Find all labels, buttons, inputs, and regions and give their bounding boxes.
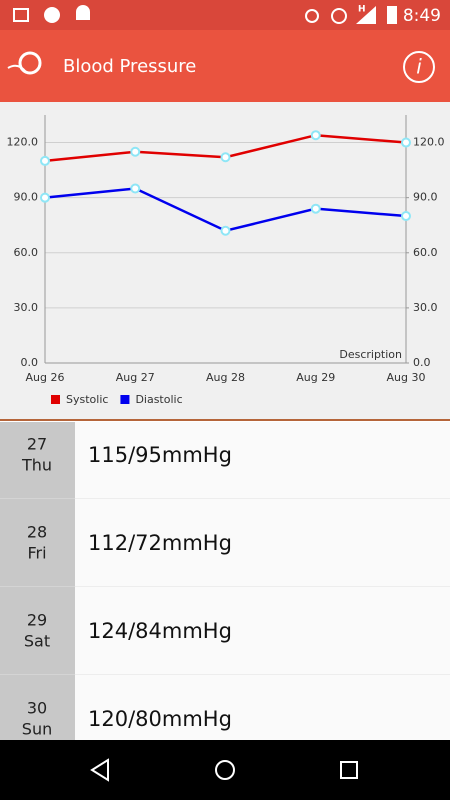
day-number: 30 [27, 699, 47, 718]
day-number: 29 [27, 611, 47, 630]
separator [0, 419, 450, 421]
y2-tick-label: 0.0 [413, 356, 431, 369]
day-cell [0, 675, 75, 740]
y2-tick-label: 90.0 [413, 191, 438, 204]
y2-tick-label: 120.0 [413, 136, 445, 149]
clock: 8:49 [403, 6, 441, 26]
status-bar [0, 0, 450, 30]
chart: 0.0 30.0 60.0 90.0 120.0 0.0 30.0 60.0 90.0 120.0… [7, 115, 445, 406]
recents-button[interactable] [340, 761, 358, 779]
home-button[interactable] [215, 760, 235, 780]
data-point [130, 183, 141, 194]
reading-cell[interactable] [75, 499, 450, 587]
data-point [310, 203, 321, 214]
app-icon[interactable] [7, 51, 42, 75]
legend-label: Diastolic [135, 393, 182, 406]
x-tick-label: Aug 27 [116, 371, 155, 384]
y-tick-label: 30.0 [14, 301, 39, 314]
legend-swatch [120, 395, 130, 404]
day-cell [0, 422, 75, 499]
legend-swatch [51, 395, 60, 404]
alarm-icon [331, 8, 347, 24]
x-tick-label: Aug 26 [26, 371, 65, 384]
data-point [310, 130, 321, 141]
weekday: Sat [24, 632, 50, 651]
battery-icon [387, 6, 397, 24]
reading: 115/95mmHg [88, 443, 232, 467]
weekday: Sun [22, 720, 52, 739]
data-point [220, 225, 231, 236]
day-cell [0, 499, 75, 587]
y-tick-label: 60.0 [14, 246, 39, 259]
reading-cell[interactable] [75, 587, 450, 675]
legend-label: Systolic [66, 393, 108, 406]
history-list: 27 Thu 115/95mmHg 28 Fri 112/72mmHg 29 Sat 124/8… [0, 411, 450, 763]
data-point [401, 137, 411, 148]
data-point [220, 152, 231, 163]
y-tick-label: 90.0 [14, 191, 39, 204]
reading-cell[interactable] [75, 675, 450, 763]
y-tick-label: 120.0 [7, 136, 39, 149]
svg-text:i: i [416, 55, 422, 79]
check-icon [44, 7, 60, 23]
reading-cell[interactable] [75, 411, 450, 499]
cast-icon [305, 9, 319, 23]
weekday: Fri [27, 544, 46, 563]
day-number: 28 [27, 523, 47, 542]
data-point [40, 192, 50, 203]
x-tick-label: Aug 28 [206, 371, 245, 384]
x-tick-label: Aug 29 [296, 371, 335, 384]
day-number: 27 [27, 435, 47, 454]
app-title: Blood Pressure [63, 56, 196, 77]
annotation: Description [339, 348, 402, 361]
app-bar [0, 30, 450, 102]
y2-tick-label: 60.0 [413, 246, 438, 259]
info-button[interactable]: i [403, 51, 435, 83]
data-point [130, 146, 141, 157]
data-point [40, 155, 50, 166]
data-point [401, 211, 411, 222]
back-button[interactable] [90, 758, 109, 782]
network-type: H [358, 5, 366, 15]
x-tick-label: Aug 30 [387, 371, 426, 384]
y-tick-label: 0.0 [21, 356, 39, 369]
reading: 120/80mmHg [88, 707, 232, 731]
reading: 124/84mmHg [88, 619, 232, 643]
nav-bar [0, 740, 450, 800]
reading: 112/72mmHg [88, 531, 232, 555]
image-icon [13, 8, 29, 22]
android-icon [76, 5, 90, 20]
y2-tick-label: 30.0 [413, 301, 438, 314]
signal-icon [356, 6, 376, 24]
day-cell [0, 587, 75, 675]
weekday: Thu [21, 456, 52, 475]
